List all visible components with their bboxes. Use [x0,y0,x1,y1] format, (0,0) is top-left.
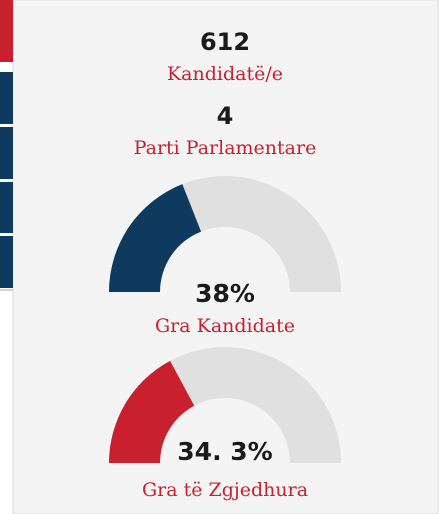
stat-label: Parti Parlamentare [134,137,317,159]
gauge-label: Gra Kandidate [155,315,295,337]
sidebar-tab[interactable] [0,182,13,233]
sidebar-active-tab[interactable] [0,0,13,62]
panel [12,0,439,514]
stat-value: 612 [200,28,250,56]
gauge-label: Gra të Zgjedhura [142,479,308,501]
stat-value: 4 [217,102,234,130]
stat-label: Kandidatë/e [167,63,283,85]
gauge-value: 34. 3% [177,437,272,466]
sidebar-tab[interactable] [0,72,13,124]
gauge-fill [109,184,202,292]
gauge-fill [109,360,195,463]
gauge-value: 38% [195,279,255,308]
sidebar-tab[interactable] [0,236,13,288]
sidebar-tab[interactable] [0,127,13,179]
